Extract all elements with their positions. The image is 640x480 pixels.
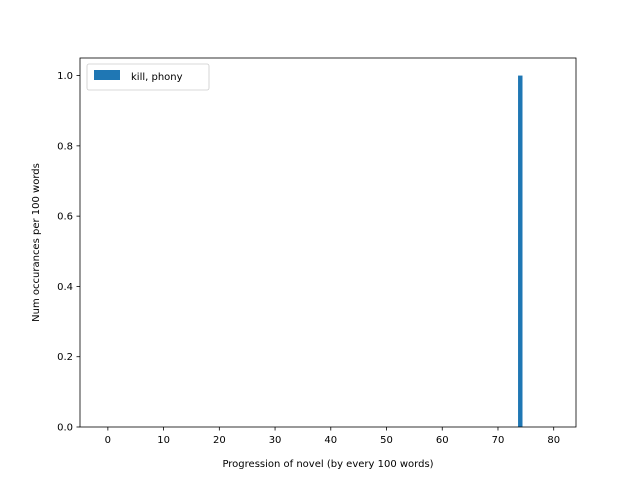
legend-label: kill, phony [131, 72, 183, 83]
legend: kill, phony [86, 63, 210, 91]
x-tick-label: 80 [547, 435, 560, 446]
x-tick-label: 60 [436, 435, 449, 446]
x-tick-label: 40 [324, 435, 337, 446]
y-tick-label: 0.0 [57, 423, 73, 434]
y-tick-label: 0.2 [57, 352, 73, 363]
plot-frame [79, 57, 577, 428]
x-tick-label: 30 [269, 435, 282, 446]
y-tick-label: 1.0 [57, 71, 73, 82]
y-axis-label: Num occurances per 100 words [31, 163, 42, 322]
x-tick-label: 50 [380, 435, 393, 446]
x-tick-label: 0 [105, 435, 111, 446]
y-tick-label: 0.4 [57, 282, 73, 293]
bar [518, 75, 523, 428]
x-tick-label: 20 [213, 435, 226, 446]
legend-swatch [94, 70, 120, 80]
y-tick-label: 0.8 [57, 141, 73, 152]
bars [518, 75, 523, 428]
x-axis-label: Progression of novel (by every 100 words… [222, 459, 433, 470]
y-axis-ticks: 0.0 0.2 0.4 0.6 0.8 1.0 [57, 71, 80, 434]
y-tick-label: 0.6 [57, 212, 73, 223]
x-tick-label: 70 [492, 435, 505, 446]
x-tick-label: 10 [157, 435, 170, 446]
x-axis-ticks: 0 10 20 30 40 50 60 70 80 [105, 427, 560, 446]
